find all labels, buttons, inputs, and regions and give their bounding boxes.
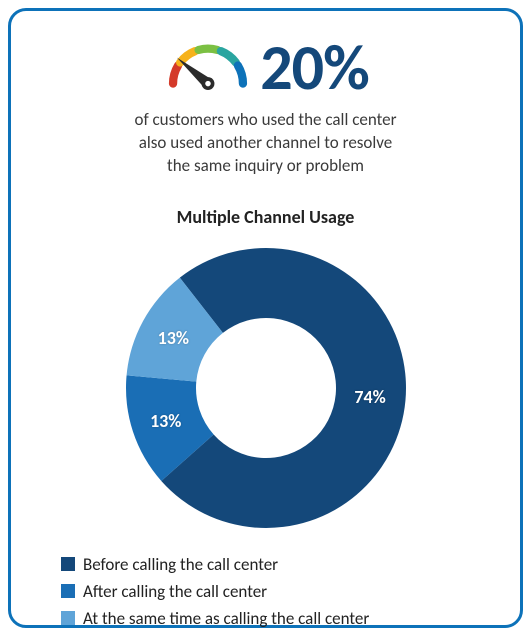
legend-label: At the same time as calling the call cen… [83, 608, 369, 629]
legend-swatch [61, 557, 75, 571]
hero-percent: 20% [260, 36, 369, 100]
slice-label: 13% [150, 410, 181, 432]
hero-row: 20% [162, 33, 369, 103]
legend-swatch [61, 584, 75, 598]
hero-subtext: of customers who used the call center al… [134, 109, 396, 178]
legend-label: After calling the call center [83, 581, 267, 602]
legend-label: Before calling the call center [83, 554, 278, 575]
slice-label: 13% [158, 327, 189, 349]
legend-item: Before calling the call center [61, 554, 369, 575]
subtext-line: the same inquiry or problem [134, 155, 396, 178]
info-card: 20% of customers who used the call cente… [8, 8, 523, 628]
donut-chart: 74% 13% 13% [116, 238, 416, 538]
slice-label: 74% [354, 386, 385, 408]
subtext-line: also used another channel to resolve [134, 132, 396, 155]
subtext-line: of customers who used the call center [134, 109, 396, 132]
chart-title: Multiple Channel Usage [177, 206, 355, 228]
legend-item: After calling the call center [61, 581, 369, 602]
gauge-svg [162, 33, 254, 107]
legend-swatch [61, 611, 75, 625]
gauge-icon [162, 33, 254, 103]
legend-item: At the same time as calling the call cen… [61, 608, 369, 629]
legend: Before calling the call center After call… [61, 554, 369, 629]
